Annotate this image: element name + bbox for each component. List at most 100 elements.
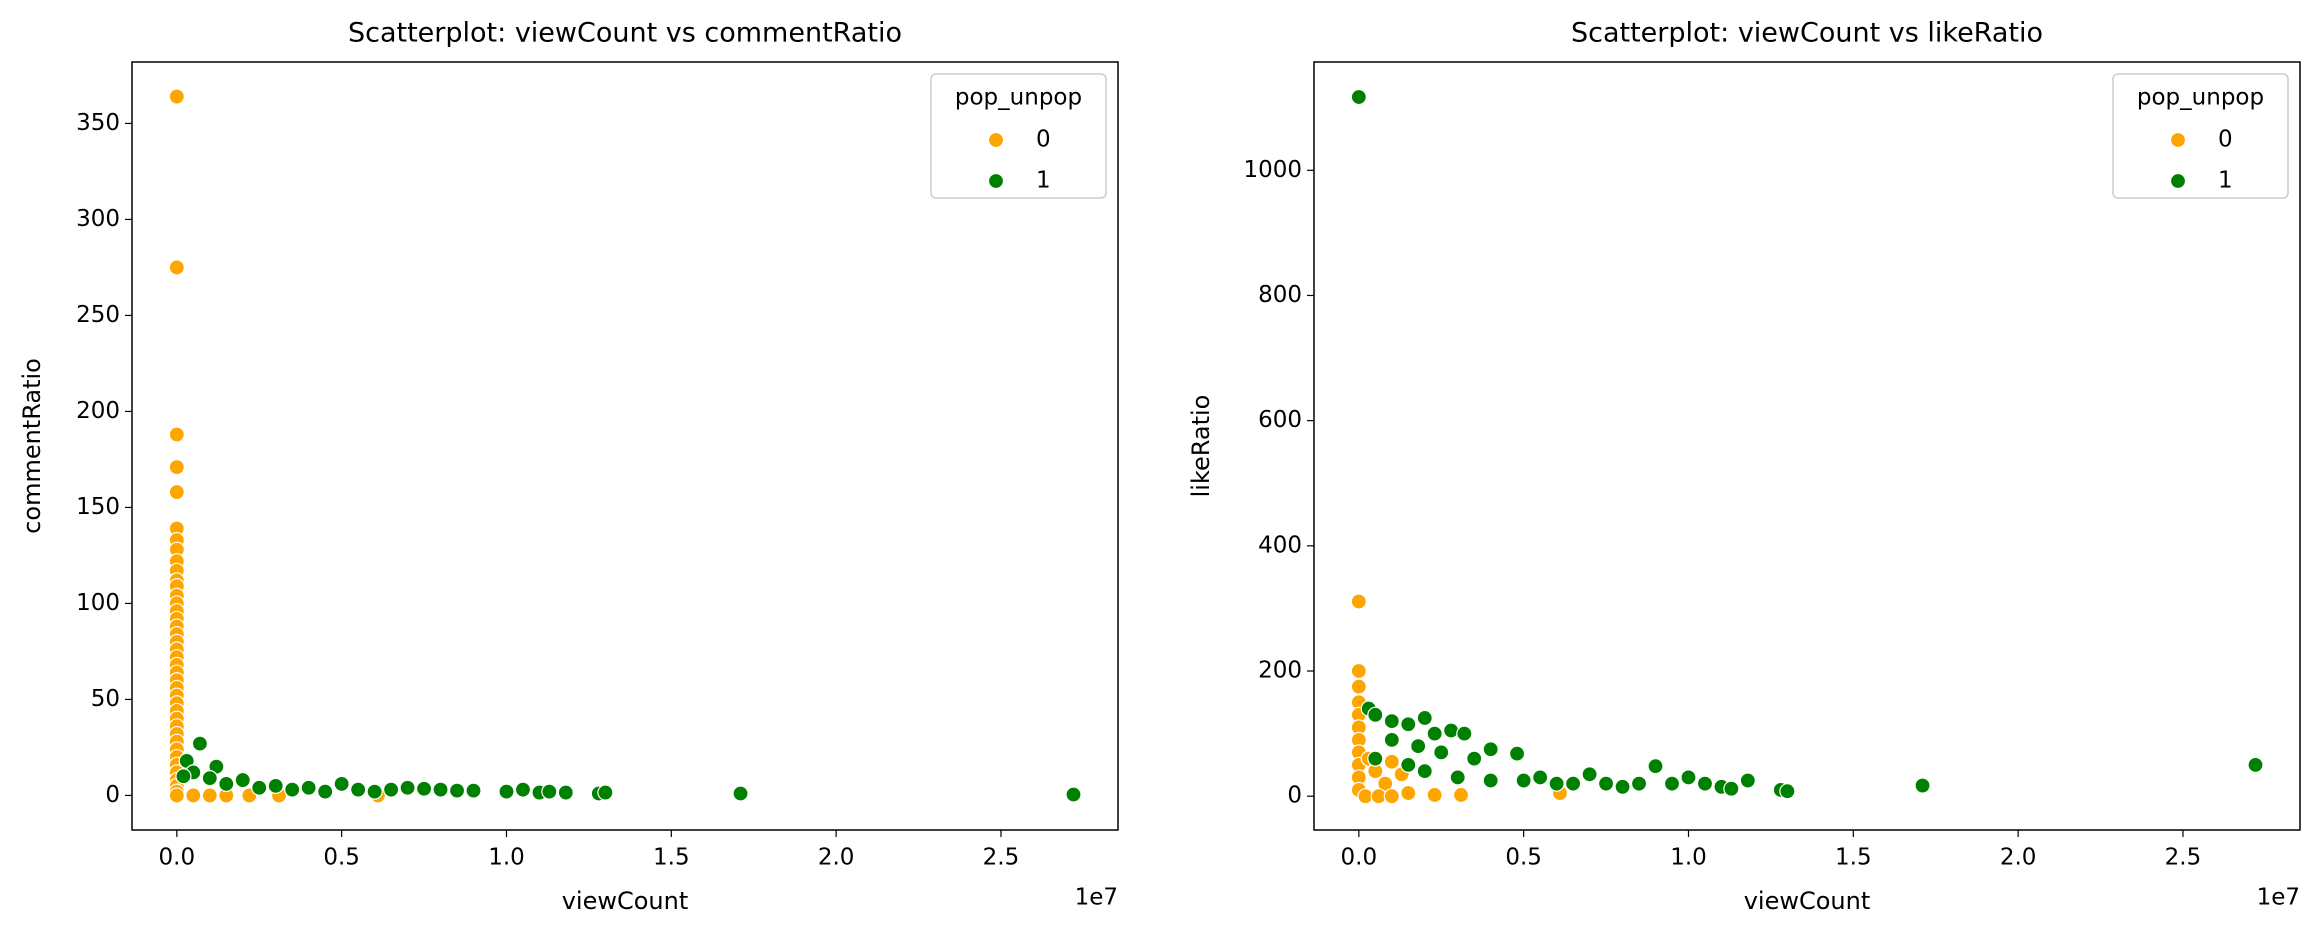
legend-box [2112,73,2289,199]
point [366,783,383,800]
point [1350,678,1367,695]
y-axis-label: likeRatio [1187,395,1215,498]
y-tick-label: 200 [76,398,120,424]
point [415,780,433,797]
point [1400,756,1417,774]
x-tick-label: 2.5 [983,845,1020,871]
point [168,88,185,105]
point [1449,769,1466,786]
point [185,787,202,804]
y-tick-label: 300 [76,206,120,232]
point [1466,750,1483,767]
point [1647,758,1664,775]
legend-box [930,73,1107,199]
point [168,483,185,501]
point [383,781,400,798]
x-offset-label: 1e7 [2257,885,2300,911]
point [1456,725,1473,742]
point [168,459,185,476]
y-tick-label: 400 [1258,532,1302,558]
point [1696,775,1714,792]
legend-label: 1 [1036,168,1051,194]
point [333,775,350,793]
y-tick-label: 600 [1258,407,1302,433]
y-tick-label: 0 [105,782,120,808]
legend-label: 0 [2218,127,2233,153]
x-axis-label: viewCount [1744,887,1871,915]
point [1383,753,1400,770]
chart-title: Scatterplot: viewCount vs likeRatio [1571,18,2043,49]
x-tick-label: 1.0 [488,845,525,871]
point [465,782,482,799]
point [191,735,209,752]
point [1443,722,1460,739]
point [597,784,614,801]
legend-marker [2169,172,2187,190]
point [1452,786,1470,804]
point [1482,772,1499,789]
point [1508,745,1526,762]
chart-title: Scatterplot: viewCount vs commentRatio [348,18,902,49]
point [1663,775,1681,792]
axes-frame [131,61,1119,831]
point [350,781,367,798]
point [432,781,449,798]
y-tick-label: 150 [76,494,120,520]
point [1383,788,1400,805]
y-tick-label: 50 [91,686,120,712]
x-tick-label: 2.0 [2000,845,2037,871]
point [1630,775,1648,792]
axes-frame [1313,61,2301,831]
point [399,779,416,796]
y-tick-label: 200 [1258,658,1302,684]
point [1614,778,1631,795]
point [1581,766,1598,783]
x-axis-label: viewCount [562,887,689,915]
legend-marker [2169,131,2187,149]
point [251,779,268,796]
point [1367,706,1384,723]
x-tick-label: 0.5 [323,845,360,871]
point [168,259,185,276]
point [1597,775,1615,792]
point [1350,88,1367,106]
y-tick-label: 250 [76,302,120,328]
point [2247,756,2264,774]
legend-marker [987,131,1005,149]
x-tick-label: 1.5 [1835,845,1872,871]
y-tick-label: 350 [76,110,120,136]
point [1426,725,1443,742]
point [1482,741,1499,758]
point [498,783,515,800]
point [1723,780,1740,797]
point [1350,662,1367,680]
x-offset-label: 1e7 [1075,885,1118,911]
x-tick-label: 1.0 [1670,845,1707,871]
point [201,787,218,804]
point [1416,763,1433,780]
y-tick-label: 1000 [1243,157,1302,183]
point [1433,744,1450,761]
point [514,781,532,798]
point [284,781,301,798]
point [1383,712,1400,730]
point [168,426,185,443]
point [1065,786,1082,803]
point [732,785,749,802]
x-tick-label: 2.5 [2165,845,2202,871]
point [175,768,192,785]
point [1680,769,1697,786]
legend-marker [987,172,1005,190]
point [1400,784,1417,802]
point [1532,769,1549,786]
point [234,771,251,789]
point [557,784,574,801]
point [218,775,235,793]
point [1410,738,1427,755]
legend-label: 0 [1036,127,1051,153]
point [541,783,558,800]
x-tick-label: 0.5 [1505,845,1542,871]
point [1377,775,1394,792]
y-tick-label: 100 [76,590,120,616]
point [1426,786,1443,804]
